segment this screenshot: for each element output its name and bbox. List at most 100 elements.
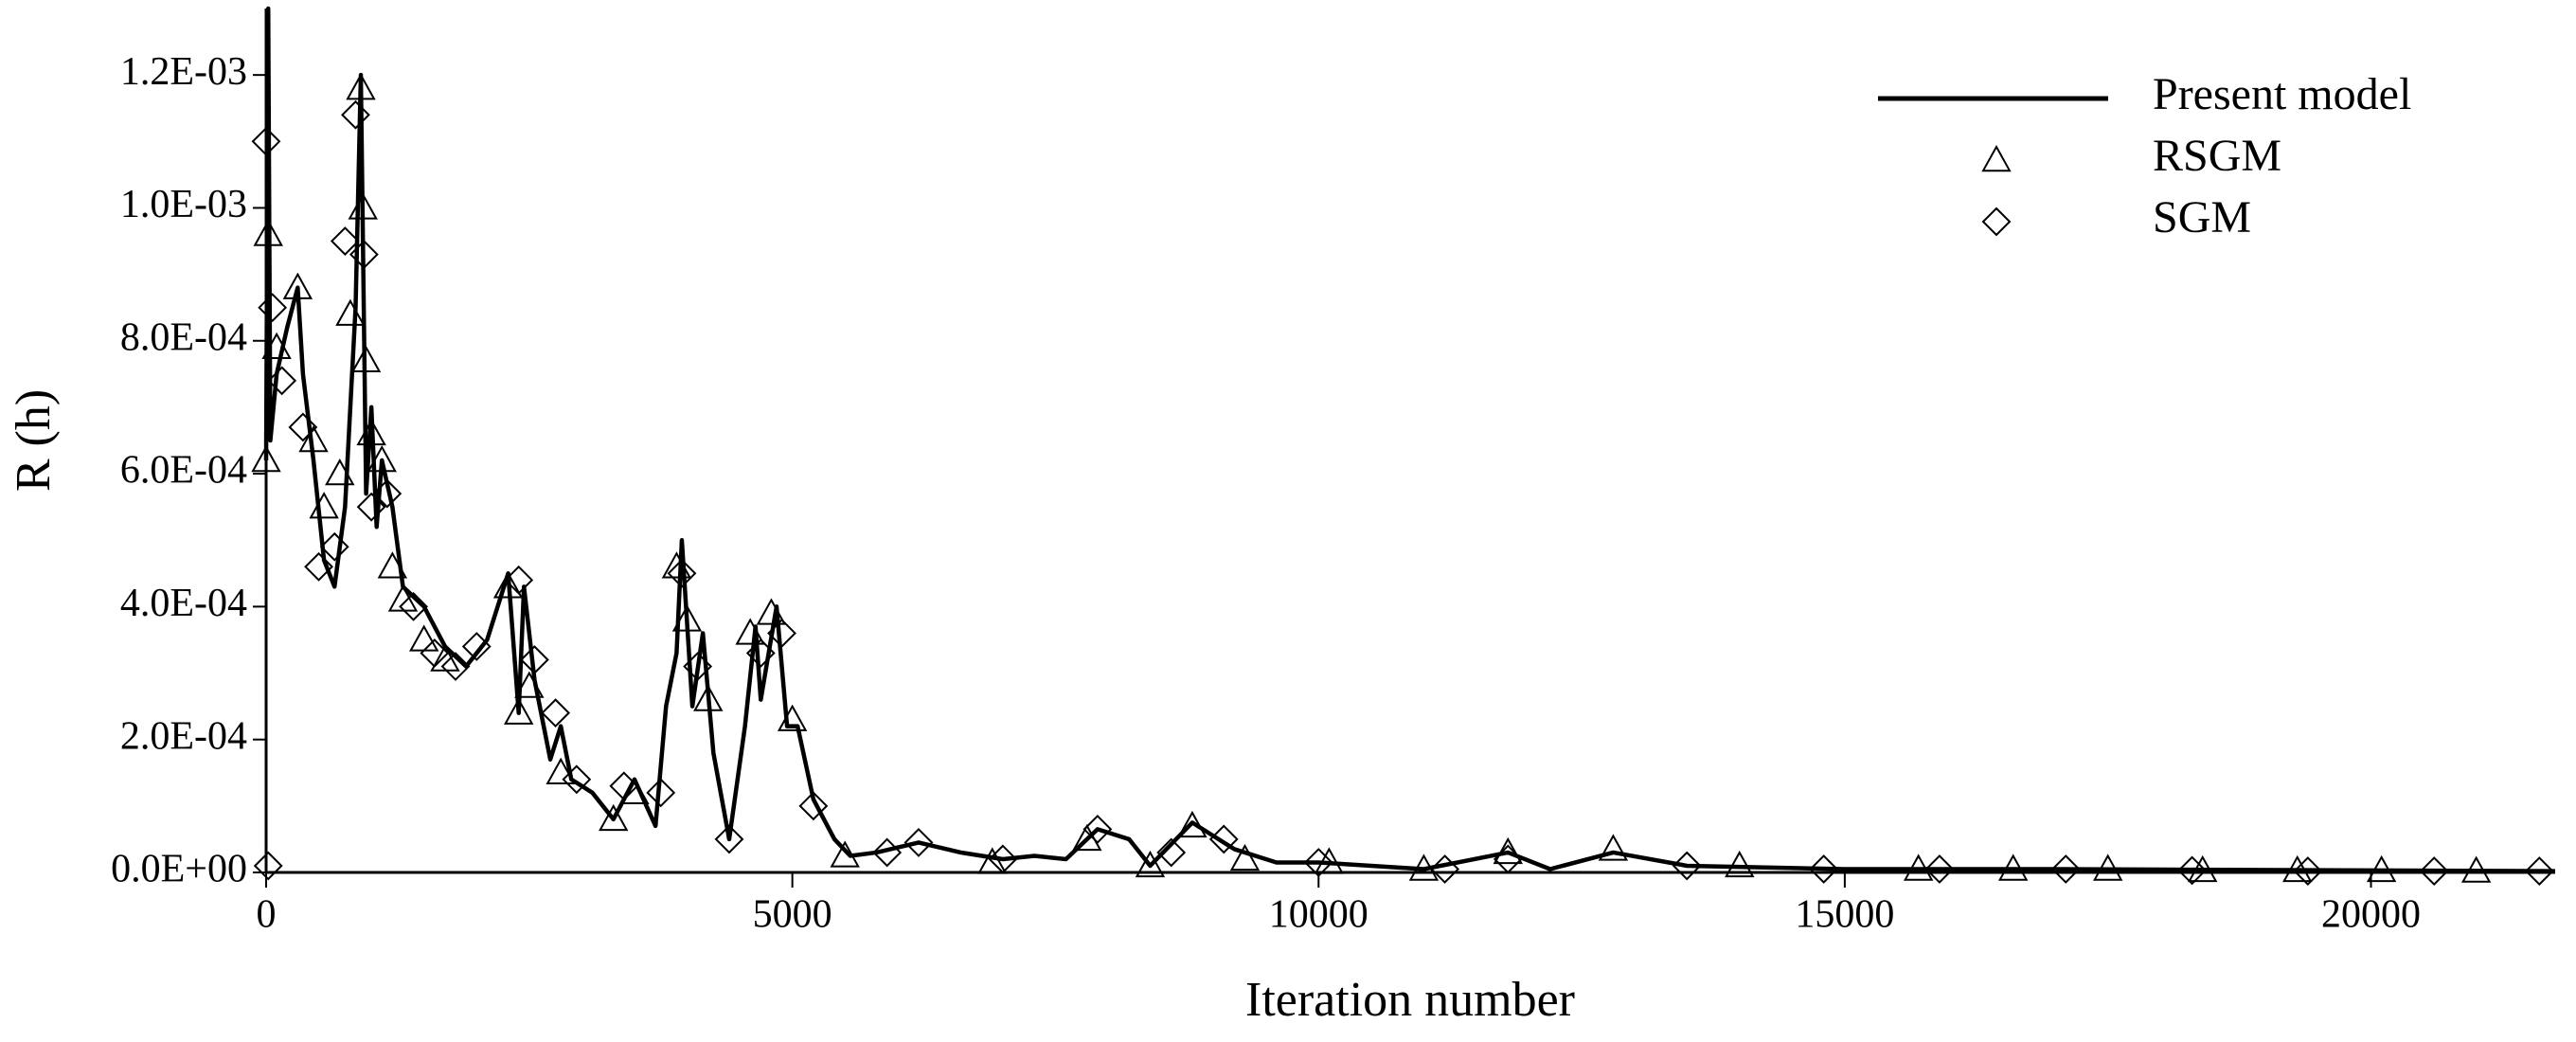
triangle-marker (348, 192, 378, 220)
triangle-marker (2093, 853, 2123, 881)
diamond-marker (903, 828, 934, 857)
diamond-marker (683, 652, 713, 681)
triangle-marker (671, 604, 703, 632)
diamond-marker (1208, 824, 1239, 854)
triangle-marker (599, 803, 629, 832)
triangle-marker (1998, 853, 2029, 881)
triangle-marker (346, 73, 376, 100)
triangle-marker (253, 219, 283, 246)
triangle-marker (2460, 855, 2492, 883)
diamond-marker (798, 791, 829, 821)
triangle-marker (309, 492, 339, 519)
triangle-marker (1135, 850, 1166, 878)
triangle-marker (251, 444, 281, 473)
triangle-marker (387, 584, 419, 612)
diamond-marker (253, 851, 283, 881)
diamond-marker (304, 551, 333, 582)
legend-marker (1981, 207, 2012, 237)
triangle-marker (1408, 853, 1440, 881)
triangle-marker (830, 840, 860, 868)
diamond-marker (1924, 854, 1955, 884)
diamond-marker (2177, 855, 2208, 886)
diamond-marker (562, 764, 592, 795)
x-tick-label: 5000 (753, 893, 832, 937)
diamond-marker (2419, 856, 2449, 887)
diamond-marker (1156, 837, 1187, 868)
diamond-marker (372, 478, 402, 509)
triangle-marker (2366, 854, 2397, 883)
triangle-marker (350, 345, 382, 373)
diamond-marker (2524, 856, 2554, 887)
diamond-marker (504, 565, 534, 595)
triangle-marker (1314, 847, 1345, 874)
triangle-marker (408, 624, 439, 652)
y-axis-title: R (h) (7, 389, 61, 492)
diamond-marker (330, 226, 360, 256)
triangle-marker (661, 551, 692, 579)
triangle-marker (2188, 854, 2218, 883)
legend-marker (1981, 144, 2012, 172)
x-axis-title: Iteration number (1245, 973, 1575, 1027)
diamond-marker (1493, 844, 1523, 874)
diamond-marker (767, 619, 796, 648)
diamond-marker (714, 824, 744, 854)
triangle-marker (1177, 810, 1208, 838)
diamond-marker (519, 645, 549, 674)
y-tick-label: 1.2E-03 (120, 50, 247, 94)
diamond-marker (258, 293, 288, 323)
diamond-marker (667, 558, 697, 588)
triangle-marker (282, 272, 313, 299)
triangle-marker (261, 332, 292, 359)
triangle-marker (514, 671, 545, 698)
y-tick-label: 4.0E-04 (120, 582, 247, 625)
triangle-marker (756, 598, 787, 625)
diamond-marker (646, 778, 676, 808)
triangle-marker (693, 684, 724, 711)
diamond-marker (872, 837, 903, 868)
y-tick-label: 2.0E-04 (120, 714, 247, 758)
triangle-marker (777, 704, 808, 731)
triangle-marker (1598, 834, 1629, 861)
triangle-marker (735, 618, 765, 645)
triangle-marker (1903, 853, 1934, 881)
triangle-marker (298, 424, 329, 453)
diamond-marker (251, 126, 281, 156)
diamond-marker (440, 652, 471, 681)
triangle-marker (335, 298, 366, 326)
x-tick-label: 15000 (1795, 893, 1894, 937)
diamond-marker (745, 638, 776, 668)
diamond-marker (1430, 854, 1460, 884)
diamond-marker (288, 412, 318, 442)
triangle-marker (619, 777, 650, 805)
diamond-marker (399, 591, 428, 621)
triangle-marker (1229, 843, 1261, 871)
diamond-marker (609, 771, 639, 801)
diamond-marker (267, 366, 297, 396)
diamond-marker (541, 698, 571, 728)
diamond-marker (341, 99, 370, 130)
y-tick-label: 0.0E+00 (111, 848, 247, 891)
triangle-marker (977, 847, 1008, 874)
y-tick-label: 6.0E-04 (120, 449, 247, 493)
diamond-marker (1082, 814, 1113, 844)
triangle-marker (367, 444, 397, 473)
diamond-marker (1303, 848, 1333, 877)
triangle-marker (356, 418, 386, 446)
triangle-marker (325, 458, 355, 486)
y-tick-label: 8.0E-04 (120, 315, 247, 359)
x-tick-label: 20000 (2321, 893, 2421, 937)
legend-label: RSGM (2153, 131, 2281, 181)
x-tick-label: 10000 (1269, 893, 1368, 937)
triangle-marker (1725, 850, 1755, 878)
diamond-marker (1672, 851, 1702, 881)
triangle-marker (2282, 854, 2313, 883)
diamond-marker (988, 844, 1018, 874)
diamond-marker (319, 531, 349, 562)
diamond-marker (1809, 854, 1839, 884)
legend-label: SGM (2153, 192, 2251, 243)
diamond-marker (461, 632, 492, 661)
y-tick-label: 1.0E-03 (120, 183, 247, 226)
triangle-marker (546, 757, 576, 784)
diamond-marker (356, 492, 386, 522)
